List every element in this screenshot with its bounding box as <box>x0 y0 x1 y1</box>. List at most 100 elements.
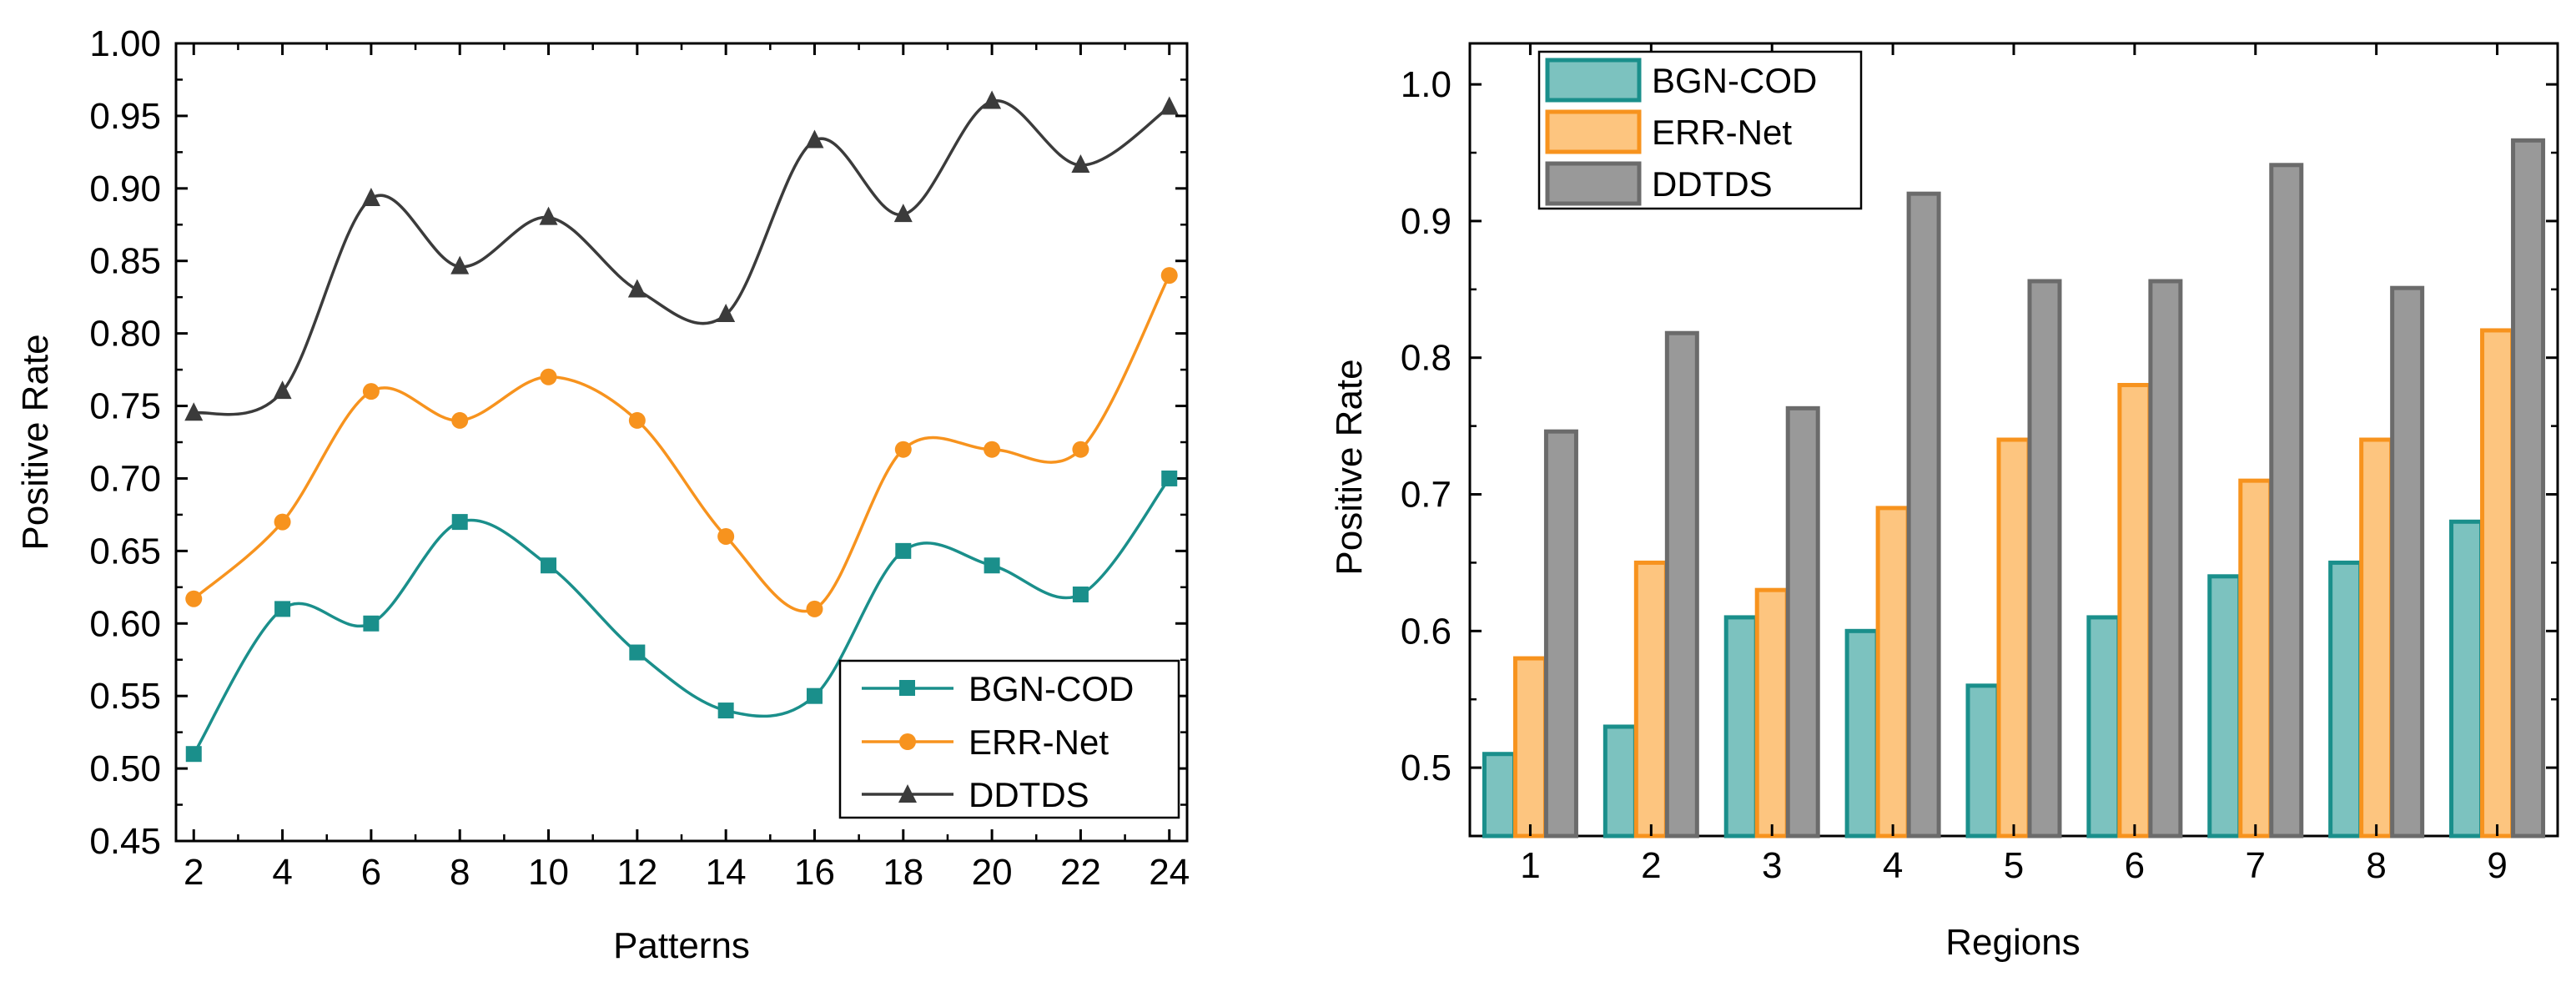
x-tick-label: 20 <box>972 852 1013 893</box>
data-point-bgn-cod <box>541 557 557 574</box>
legend-swatch-err-net <box>1545 109 1642 154</box>
x-tick-label: 16 <box>794 852 835 893</box>
bar-chart-x-axis-title: Regions <box>1945 922 2080 963</box>
bar-ddtds <box>1906 191 1941 838</box>
data-point-ddtds <box>1160 96 1179 115</box>
data-point-err-net <box>717 527 735 545</box>
x-tick-label: 24 <box>1149 852 1190 893</box>
y-tick-label: 0.45 <box>89 821 161 862</box>
x-tick-label: 6 <box>361 852 381 893</box>
bar-ddtds <box>2027 279 2062 838</box>
x-tick-label: 8 <box>2366 845 2386 886</box>
y-tick-label: 0.90 <box>89 169 161 209</box>
bar-chart-y-axis: 0.5 0.6 0.7 0.8 0.9 1.0 <box>1401 64 2558 788</box>
bar-err-net <box>2117 382 2152 838</box>
bar-bgn-cod <box>2449 519 2484 838</box>
legend-swatch-ddtds <box>1545 161 1642 206</box>
data-point-err-net <box>894 441 912 458</box>
y-tick-label: 0.80 <box>89 314 161 355</box>
bar-err-net <box>1754 587 1789 838</box>
y-tick-label: 0.60 <box>89 603 161 644</box>
x-tick-label: 6 <box>2125 845 2145 886</box>
data-point-err-net <box>1160 267 1178 285</box>
legend-marker-bgn-cod <box>899 680 915 696</box>
y-tick-label: 0.6 <box>1401 611 1452 652</box>
legend-label-bgn-cod: BGN-COD <box>1652 61 1817 100</box>
bar-bgn-cod <box>2207 574 2242 838</box>
x-tick-label: 2 <box>1641 845 1661 886</box>
x-tick-label: 10 <box>528 852 569 893</box>
bar-chart-bars <box>1482 138 2546 838</box>
bar-ddtds <box>2269 163 2304 838</box>
x-tick-label: 14 <box>706 852 747 893</box>
data-point-bgn-cod <box>185 746 202 763</box>
bar-err-net <box>1633 560 1668 838</box>
data-point-ddtds <box>627 279 647 298</box>
x-tick-label: 22 <box>1060 852 1101 893</box>
data-point-bgn-cod <box>984 557 1000 574</box>
data-point-ddtds <box>893 204 913 223</box>
legend-label-ddtds: DDTDS <box>1652 164 1773 204</box>
bar-err-net <box>1512 656 1547 838</box>
bar-bgn-cod <box>2328 560 2363 838</box>
y-tick-label: 0.9 <box>1401 201 1452 242</box>
bar-ddtds <box>2148 279 2183 838</box>
data-point-err-net <box>806 600 823 617</box>
bar-bgn-cod <box>1723 615 1758 838</box>
y-tick-label: 0.65 <box>89 531 161 572</box>
data-point-ddtds <box>805 129 824 149</box>
line-chart-patterns: 0.45 0.50 0.55 0.60 0.65 0.70 0.75 0.80 0.85 0.90… <box>15 23 1190 966</box>
bar-ddtds <box>1543 429 1578 838</box>
data-point-bgn-cod <box>895 542 912 559</box>
data-point-ddtds <box>539 206 558 225</box>
data-point-bgn-cod <box>451 514 468 531</box>
data-point-ddtds <box>184 402 204 421</box>
x-tick-label: 2 <box>184 852 204 893</box>
bar-bgn-cod <box>1965 683 2000 838</box>
bar-chart-y-axis-title: Positive Rate <box>1329 359 1370 575</box>
data-point-err-net <box>984 441 1001 458</box>
bar-err-net <box>1996 437 2031 838</box>
legend-label-err-net: ERR-Net <box>969 723 1109 762</box>
data-point-err-net <box>540 368 557 385</box>
data-point-err-net <box>185 590 203 607</box>
data-point-bgn-cod <box>274 601 291 617</box>
bar-ddtds <box>2511 138 2546 838</box>
data-point-ddtds <box>450 255 470 274</box>
y-tick-label: 1.00 <box>89 23 161 64</box>
bar-chart-regions: 0.5 0.6 0.7 0.8 0.9 1.0 1 2 3 4 5 6 7 8 9 Regions Pos… <box>1329 42 2559 963</box>
bar-err-net <box>2359 437 2394 838</box>
line-chart-series <box>184 90 1179 763</box>
data-point-bgn-cod <box>806 687 823 704</box>
x-tick-label: 4 <box>272 852 292 893</box>
data-point-err-net <box>362 383 380 400</box>
line-chart-x-axis: 2 4 6 8 10 12 14 16 18 20 22 24 <box>184 43 1190 893</box>
x-tick-label: 18 <box>883 852 923 893</box>
x-tick-label: 4 <box>1883 845 1903 886</box>
legend-label-err-net: ERR-Net <box>1652 113 1792 152</box>
data-point-ddtds <box>361 187 380 206</box>
y-tick-label: 0.95 <box>89 96 161 137</box>
data-point-err-net <box>1072 441 1089 458</box>
line-chart-y-axis: 0.45 0.50 0.55 0.60 0.65 0.70 0.75 0.80 0.85 0.90… <box>89 23 1187 862</box>
bar-bgn-cod <box>1602 724 1638 838</box>
line-chart-y-axis-title: Positive Rate <box>15 334 56 550</box>
legend-label-bgn-cod: BGN-COD <box>969 669 1134 708</box>
bar-bgn-cod <box>1844 628 1879 838</box>
data-point-err-net <box>274 513 291 531</box>
bar-err-net <box>1875 506 1910 838</box>
x-tick-label: 7 <box>2246 845 2266 886</box>
y-tick-label: 0.50 <box>89 748 161 789</box>
legend-label-ddtds: DDTDS <box>969 775 1089 814</box>
bar-chart-x-axis: 1 2 3 4 5 6 7 8 9 <box>1520 43 2508 886</box>
data-point-bgn-cod <box>717 703 734 719</box>
bar-ddtds <box>2390 285 2425 838</box>
bar-ddtds <box>1664 330 1699 838</box>
y-tick-label: 0.7 <box>1401 475 1452 516</box>
data-point-bgn-cod <box>1072 587 1089 603</box>
x-tick-label: 5 <box>2004 845 2024 886</box>
x-tick-label: 3 <box>1762 845 1782 886</box>
x-tick-label: 9 <box>2487 845 2507 886</box>
y-tick-label: 0.85 <box>89 241 161 282</box>
